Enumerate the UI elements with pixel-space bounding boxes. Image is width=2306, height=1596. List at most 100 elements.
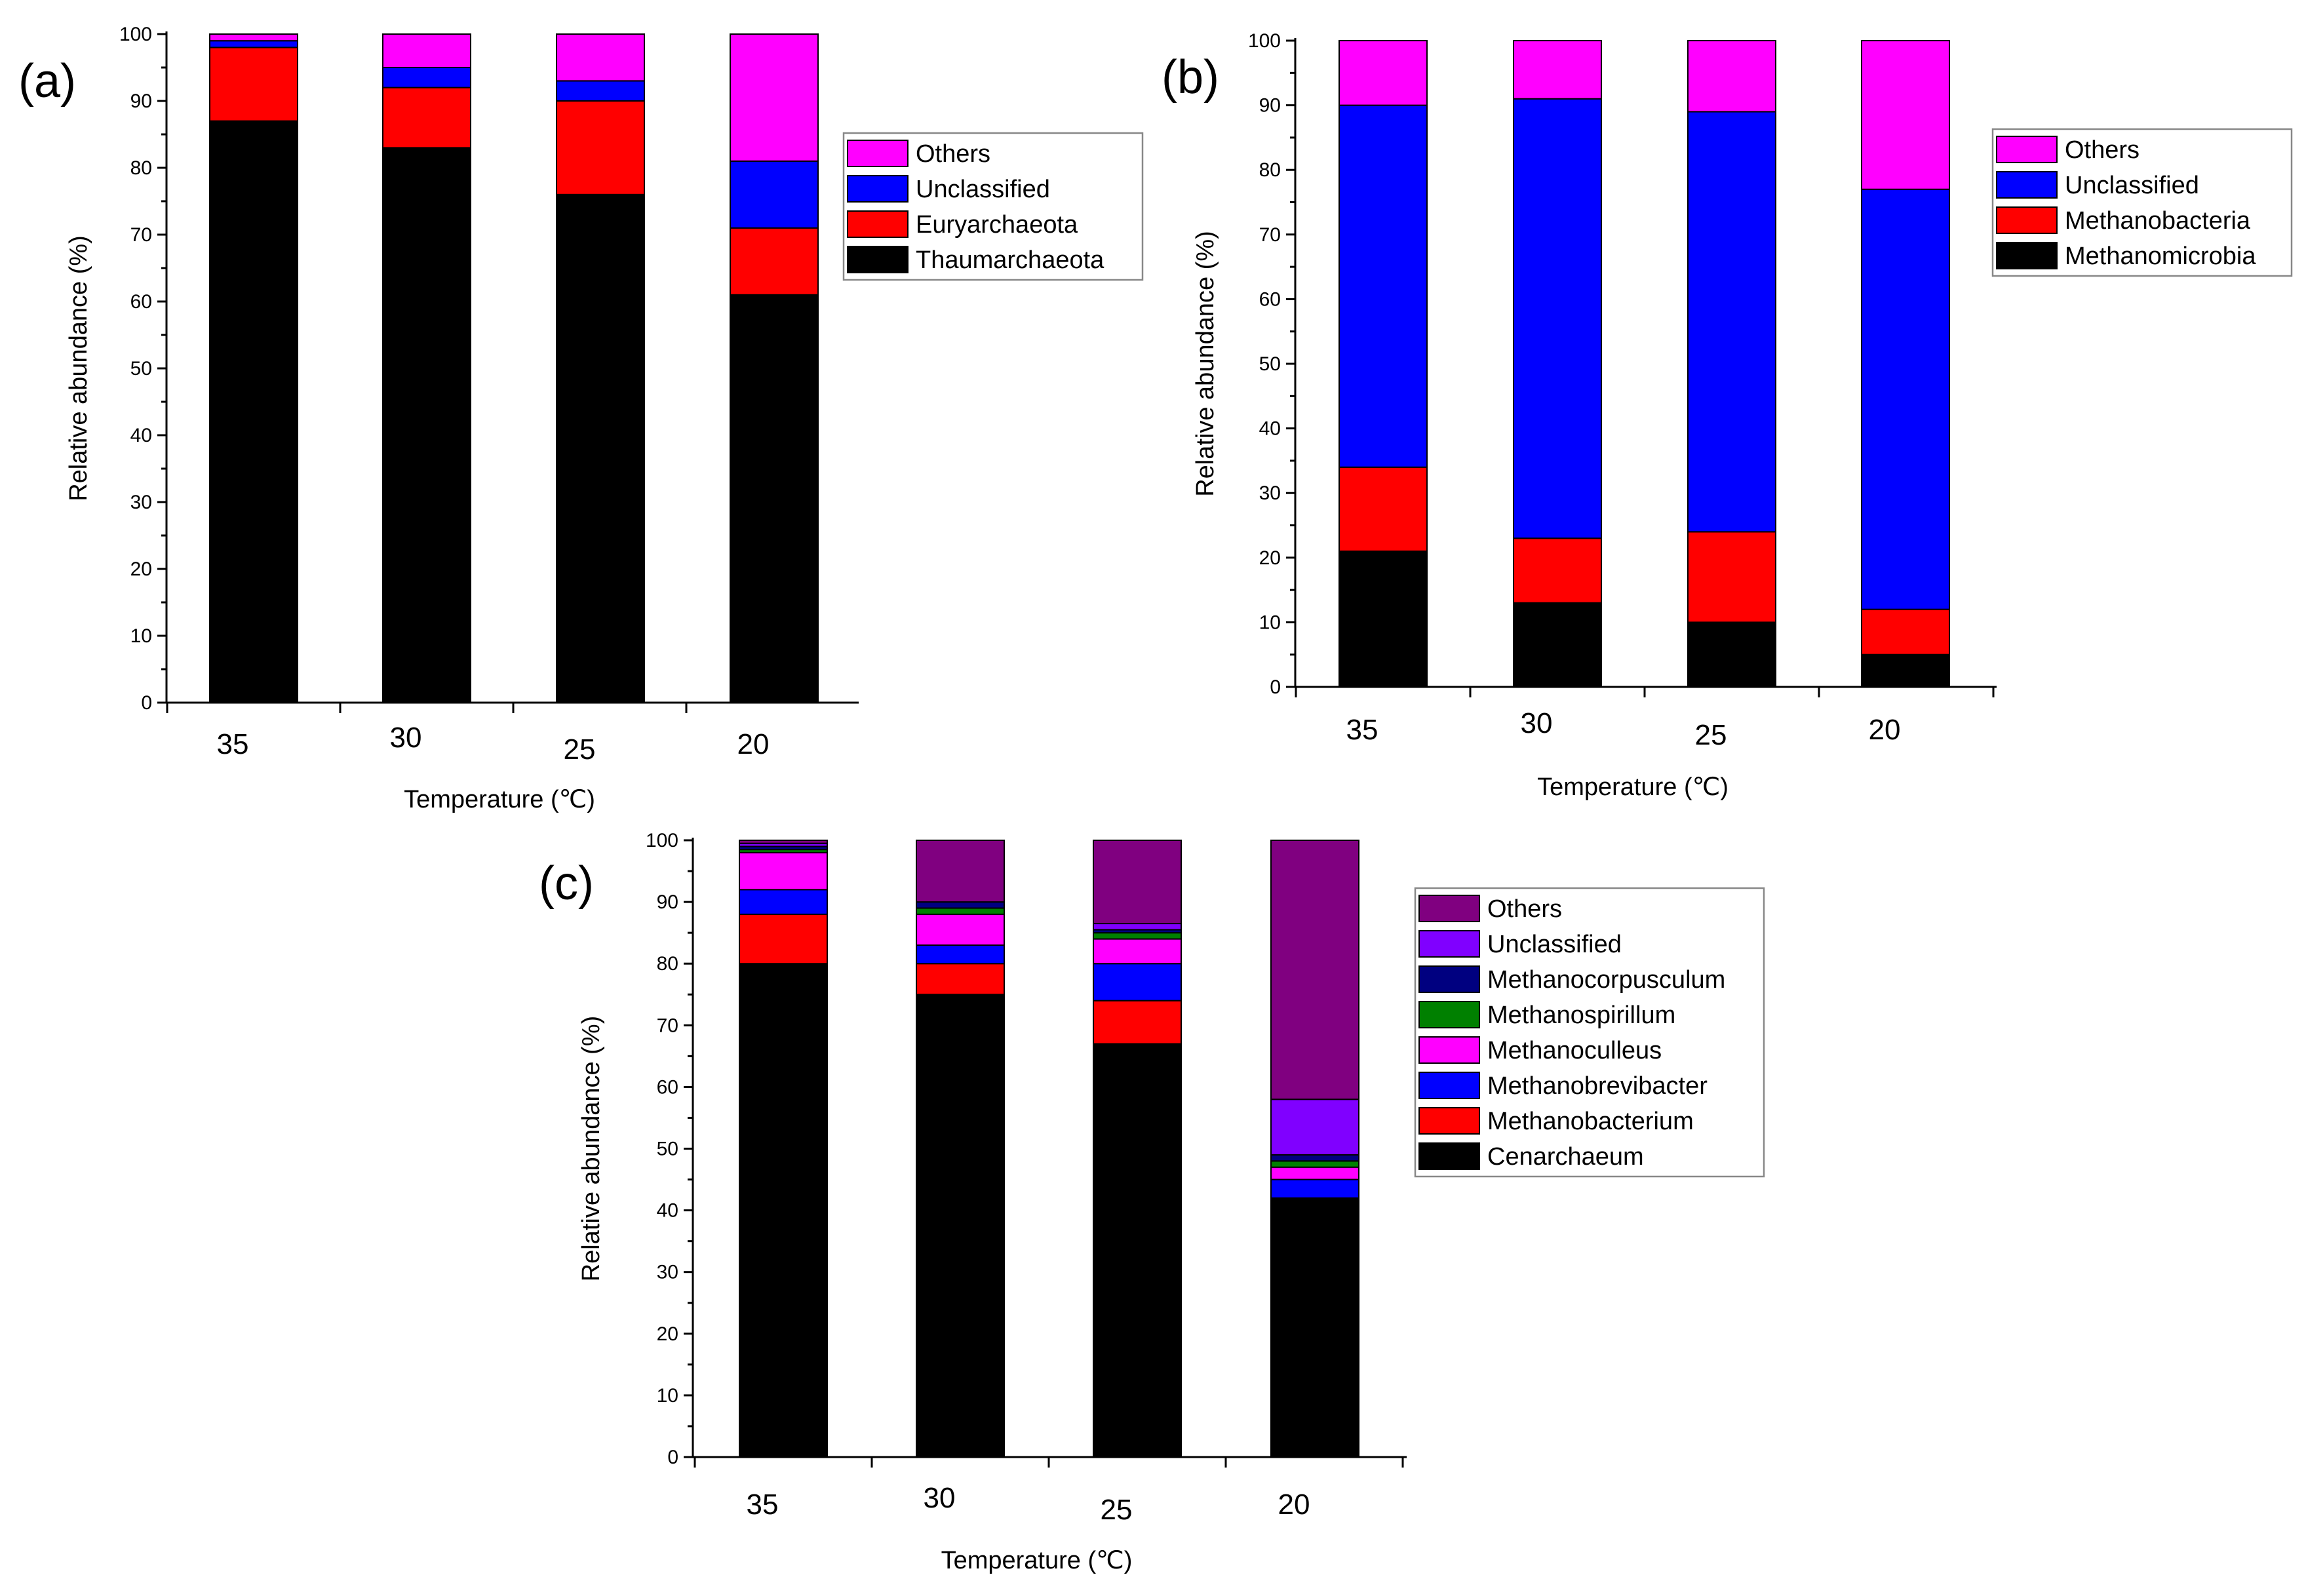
- bar-c-20-methanobrevibacter: [1270, 1178, 1359, 1199]
- y-axis-title-b: Relative abundance (%): [1192, 231, 1219, 497]
- y-tick-label-a: 100: [119, 24, 152, 45]
- bar-c-25-unclassified: [1093, 923, 1182, 931]
- bar-c-20-methanospirillum: [1270, 1160, 1359, 1168]
- legend-label-b: Others: [2065, 136, 2140, 164]
- y-tick-label-c: 80: [657, 953, 678, 975]
- legend-label-a: Thaumarchaeota: [916, 246, 1104, 274]
- y-tick-label-c: 20: [657, 1323, 678, 1345]
- legend-swatch-b-unclassified: [1996, 171, 2058, 199]
- bar-b-20-methanomicrobia: [1861, 653, 1950, 688]
- legend-swatch-a-others: [847, 140, 909, 167]
- y-tick-label-b: 20: [1259, 547, 1281, 569]
- legend-label-c: Methanobrevibacter: [1487, 1072, 1708, 1100]
- bar-a-20-others: [730, 33, 819, 162]
- x-tick-label-c: 35: [747, 1489, 779, 1521]
- y-tick-label-b: 10: [1259, 612, 1281, 633]
- legend-label-a: Euryarchaeota: [916, 211, 1078, 239]
- legend-label-c: Cenarchaeum: [1487, 1143, 1644, 1171]
- chart-panel-a: 0 10 20 30 40 50 60 70 80 90 100 35 30 25 20 Temperatur…: [18, 24, 1144, 813]
- y-tick-label-c: 70: [657, 1015, 678, 1036]
- x-axis-title-a: Temperature (℃): [404, 786, 595, 813]
- legend-swatch-b-methanomicrobia: [1996, 242, 2058, 269]
- legend-swatch-c-methanocorpusculum: [1418, 965, 1480, 993]
- bar-b-35-unclassified: [1339, 104, 1428, 468]
- bar-a-25-others: [556, 33, 645, 82]
- panel-label-a: (a): [18, 55, 76, 107]
- y-axis-title-c: Relative abundance (%): [577, 1016, 605, 1282]
- x-tick-label-b: 20: [1869, 714, 1901, 746]
- y-tick-label-a: 30: [130, 492, 152, 513]
- y-tick-label-a: 0: [141, 692, 152, 714]
- bar-a-25-euryarchaeota: [556, 100, 645, 195]
- legend-label-a: Others: [916, 140, 990, 168]
- bar-a-25-thaumarchaeota: [556, 193, 645, 703]
- y-tick-label-a: 40: [130, 425, 152, 446]
- legend-swatch-b-others: [1996, 136, 2058, 163]
- legend-label-c: Methanocorpusculum: [1487, 966, 1725, 994]
- y-tick-label-a: 60: [130, 291, 152, 313]
- y-tick-label-b: 90: [1259, 95, 1281, 117]
- bar-b-25-unclassified: [1687, 111, 1776, 533]
- bar-c-30-methanobrevibacter: [916, 944, 1005, 965]
- x-tick-label-c: 30: [924, 1482, 956, 1514]
- panel-label-b: (b): [1162, 51, 1219, 104]
- x-tick-label-a: 30: [390, 722, 422, 754]
- legend-swatch-c-methanobacterium: [1418, 1107, 1480, 1135]
- bar-c-20-unclassified: [1270, 1099, 1359, 1156]
- bar-b-30-methanobacteria: [1513, 537, 1602, 604]
- bar-c-35-methanobacterium: [739, 913, 828, 965]
- bar-c-25-methanobrevibacter: [1093, 963, 1182, 1002]
- y-tick-label-c: 30: [657, 1262, 678, 1283]
- y-tick-label-b: 50: [1259, 353, 1281, 375]
- y-tick-label-c: 0: [667, 1447, 678, 1468]
- x-tick-label-a: 20: [737, 728, 770, 760]
- bar-c-30-cenarchaeum: [916, 994, 1005, 1458]
- y-tick-label-a: 10: [130, 625, 152, 647]
- legend-swatch-a-thaumarchaeota: [847, 246, 909, 273]
- legend-swatch-b-methanobacteria: [1996, 206, 2058, 234]
- x-tick-label-b: 25: [1695, 719, 1727, 751]
- bar-c-20-cenarchaeum: [1270, 1197, 1359, 1458]
- y-tick-label-a: 80: [130, 157, 152, 179]
- y-tick-label-a: 20: [130, 558, 152, 580]
- legend-label-a: Unclassified: [916, 176, 1050, 203]
- bar-b-20-methanobacteria: [1861, 608, 1950, 655]
- legend-swatch-c-others: [1418, 895, 1480, 922]
- legend-swatch-c-cenarchaeum: [1418, 1142, 1480, 1170]
- bar-a-30-thaumarchaeota: [382, 147, 471, 703]
- bar-a-35-others: [209, 33, 298, 42]
- bar-c-20-methanocorpusculum: [1270, 1154, 1359, 1162]
- bar-a-35-unclassified: [209, 40, 298, 49]
- legend-swatch-c-methanospirillum: [1418, 1001, 1480, 1028]
- bar-b-35-methanobacteria: [1339, 466, 1428, 552]
- y-tick-label-c: 90: [657, 891, 678, 913]
- chart-panel-b: 0 10 20 30 40 50 60 70 80 90 100 35 30 25 20 Temperatur…: [1162, 30, 2293, 801]
- x-axis-title-b: Temperature (℃): [1537, 773, 1729, 801]
- bar-b-30-unclassified: [1513, 98, 1602, 539]
- bar-c-25-cenarchaeum: [1093, 1043, 1182, 1458]
- x-tick-label-b: 35: [1346, 714, 1378, 746]
- bar-c-30-methanobacterium: [916, 963, 1005, 996]
- y-axis-title-a: Relative abundance (%): [65, 235, 92, 501]
- legend-label-c: Methanobacterium: [1487, 1108, 1694, 1135]
- legend-label-c: Others: [1487, 895, 1562, 923]
- y-tick-label-b: 60: [1259, 288, 1281, 310]
- bar-a-35-thaumarchaeota: [209, 120, 298, 704]
- y-tick-label-c: 100: [646, 830, 678, 851]
- y-tick-label-a: 70: [130, 224, 152, 246]
- bar-c-25-others: [1093, 840, 1182, 925]
- bar-b-25-others: [1687, 40, 1776, 113]
- bar-b-20-others: [1861, 40, 1950, 190]
- x-tick-label-c: 20: [1278, 1489, 1310, 1521]
- bar-c-30-methanospirillum: [916, 907, 1005, 915]
- legend-label-c: Methanospirillum: [1487, 1002, 1675, 1029]
- y-tick-label-a: 90: [130, 90, 152, 112]
- legend-label-b: Methanomicrobia: [2065, 243, 2256, 270]
- legend-swatch-c-methanobrevibacter: [1418, 1072, 1480, 1099]
- bar-c-25-methanobacterium: [1093, 1000, 1182, 1045]
- y-tick-label-b: 80: [1259, 159, 1281, 181]
- y-tick-label-c: 50: [657, 1139, 678, 1160]
- bar-a-25-unclassified: [556, 80, 645, 102]
- bar-b-25-methanomicrobia: [1687, 621, 1776, 688]
